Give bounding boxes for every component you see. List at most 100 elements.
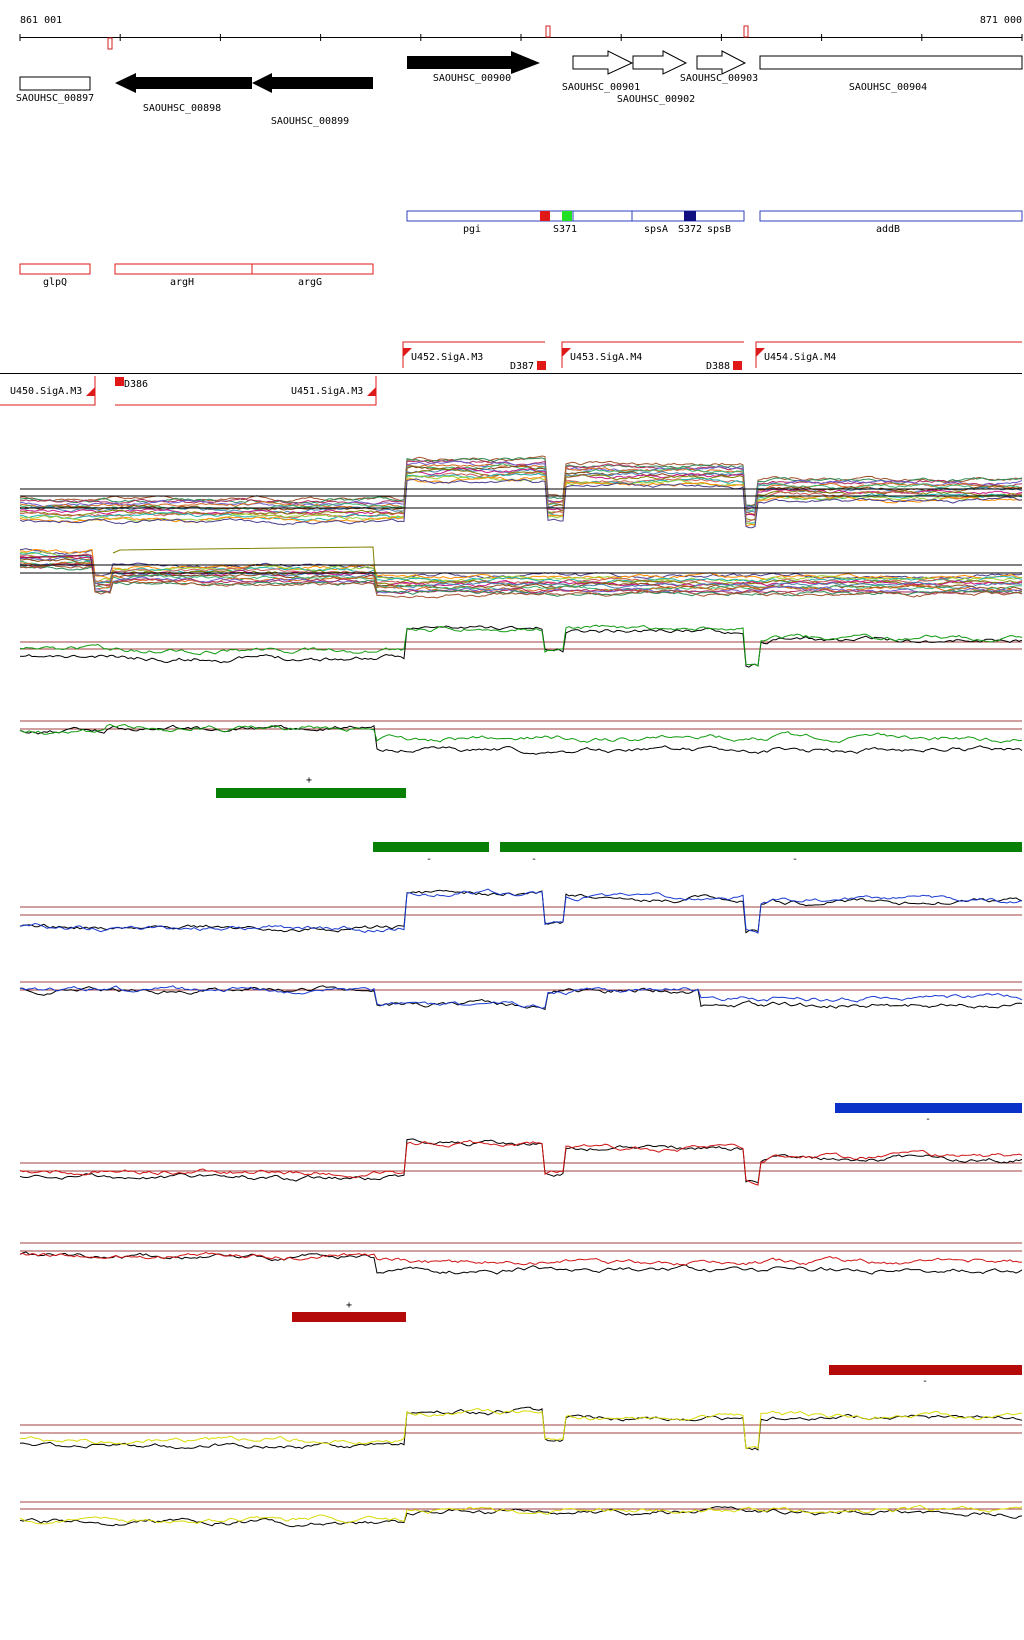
condition-trace (19, 985, 1023, 1009)
condition-trace (19, 888, 1023, 934)
reference-trace (19, 724, 1023, 755)
segment-sign: - (922, 1376, 928, 1387)
terminator-label: D387 (510, 361, 534, 372)
feature-label: addB (876, 224, 900, 235)
segment-sign: - (925, 1114, 931, 1125)
gene-label: SAOUHSC_00900 (433, 73, 511, 84)
gene-saouhsc-00898[interactable] (115, 73, 252, 93)
condition-trace (19, 1139, 1023, 1186)
gene-saouhsc-00902[interactable] (632, 50, 688, 75)
transcript-u453[interactable] (561, 341, 744, 368)
reference-trace (19, 625, 1023, 668)
sample-trace (19, 548, 1023, 581)
sample-trace (19, 563, 1023, 595)
segment-bar-green-minus[interactable] (373, 842, 489, 852)
gene-track: SAOUHSC_00897 SAOUHSC_00898 SAOUHSC_0089… (16, 50, 1023, 127)
sample-trace (19, 551, 1023, 583)
end-coordinate: 871 000 (980, 15, 1022, 26)
sample-trace (19, 468, 1023, 521)
segment-bar-red-minus[interactable] (829, 1365, 1022, 1375)
feature-track-minus: glpQ argH argG (19, 263, 374, 288)
condition-trace (19, 1408, 1023, 1450)
reference-trace (19, 985, 1023, 1011)
sample-trace (20, 459, 1023, 511)
feature-label: pgi (463, 224, 481, 235)
gene-label: SAOUHSC_00904 (849, 82, 927, 93)
sample-trace (19, 564, 1023, 599)
gene-label: SAOUHSC_00902 (617, 94, 695, 105)
gene-saouhsc-00897[interactable] (19, 76, 91, 91)
gene-saouhsc-00901[interactable] (572, 50, 634, 75)
sample-trace (19, 472, 1023, 524)
feature-label: argG (298, 277, 322, 288)
gene-saouhsc-00900[interactable] (407, 51, 540, 74)
feature-label: glpQ (43, 277, 67, 288)
terminator-d388[interactable] (733, 361, 742, 370)
segment-bar-blue-minus[interactable] (835, 1103, 1022, 1113)
feature-label: S372 (678, 224, 702, 235)
segment-bar-red-plus[interactable] (292, 1312, 406, 1322)
feature-label: S371 (553, 224, 577, 235)
condition-trace (19, 1504, 1023, 1525)
expression-profiles (19, 455, 1023, 1528)
segment-sign: - (426, 854, 432, 865)
segmentation-bars: + - - - - + - (216, 775, 1022, 1387)
feature-label: argH (170, 277, 194, 288)
terminator-label: D388 (706, 361, 730, 372)
transcript-u454[interactable] (755, 341, 1022, 368)
transcript-u452[interactable] (402, 341, 545, 368)
sample-trace (19, 457, 1023, 507)
transcript-label: U454.SigA.M4 (764, 352, 836, 363)
reference-trace (19, 1251, 1023, 1275)
sample-trace (19, 475, 1023, 525)
sample-trace (19, 553, 1023, 586)
segment-bar-green-plus[interactable] (216, 788, 406, 798)
sample-trace (19, 464, 1023, 516)
feature-label: spsB (707, 224, 731, 235)
feature-s372-marker (684, 211, 696, 221)
transcript-u451[interactable] (115, 376, 377, 406)
gene-saouhsc-00899[interactable] (252, 73, 373, 93)
reference-trace (19, 1406, 1023, 1451)
reference-trace (19, 889, 1023, 934)
transcript-track: U452.SigA.M3 U453.SigA.M4 U454.SigA.M4 U… (0, 341, 1022, 406)
feature-argh[interactable] (114, 263, 253, 275)
transcript-label: U451.SigA.M3 (291, 386, 363, 397)
feature-s371-marker (562, 211, 572, 221)
segment-sign: + (346, 1300, 352, 1311)
condition-trace (19, 624, 1023, 667)
gene-label: SAOUHSC_00899 (271, 116, 349, 127)
transcript-label: U453.SigA.M4 (570, 352, 642, 363)
sample-trace (112, 546, 376, 576)
terminator-d386[interactable] (115, 377, 124, 386)
transcript-label: U450.SigA.M3 (10, 386, 82, 397)
reference-trace (19, 1506, 1023, 1528)
segment-sign: + (306, 775, 312, 786)
gene-saouhsc-00904[interactable] (759, 55, 1023, 70)
feature-track-plus: pgi S371 spsA S372 spsB addB (406, 210, 1023, 235)
gene-label: SAOUHSC_00897 (16, 93, 94, 104)
segment-sign: - (531, 854, 537, 865)
sample-trace (19, 478, 1023, 529)
coordinate-axis: 861 001 871 000 (19, 15, 1023, 50)
terminator-d387[interactable] (537, 361, 546, 370)
reference-trace (19, 1138, 1023, 1184)
gene-label: SAOUHSC_00903 (680, 73, 758, 84)
feature-red-marker (540, 211, 550, 221)
transcript-u450[interactable] (0, 376, 96, 406)
feature-pgi-span[interactable] (406, 210, 745, 222)
start-coordinate: 861 001 (20, 15, 62, 26)
feature-argg[interactable] (251, 263, 374, 275)
feature-glpq[interactable] (19, 263, 91, 275)
condition-trace (19, 723, 1023, 744)
gene-saouhsc-00903[interactable] (696, 50, 747, 75)
terminator-label: D386 (124, 379, 148, 390)
sample-trace (19, 548, 1023, 580)
segment-bar-green-minus[interactable] (500, 842, 1022, 852)
feature-addb[interactable] (759, 210, 1023, 222)
transcript-label: U452.SigA.M3 (411, 352, 483, 363)
gene-label: SAOUHSC_00898 (143, 103, 221, 114)
segment-sign: - (792, 854, 798, 865)
gene-label: SAOUHSC_00901 (562, 82, 640, 93)
